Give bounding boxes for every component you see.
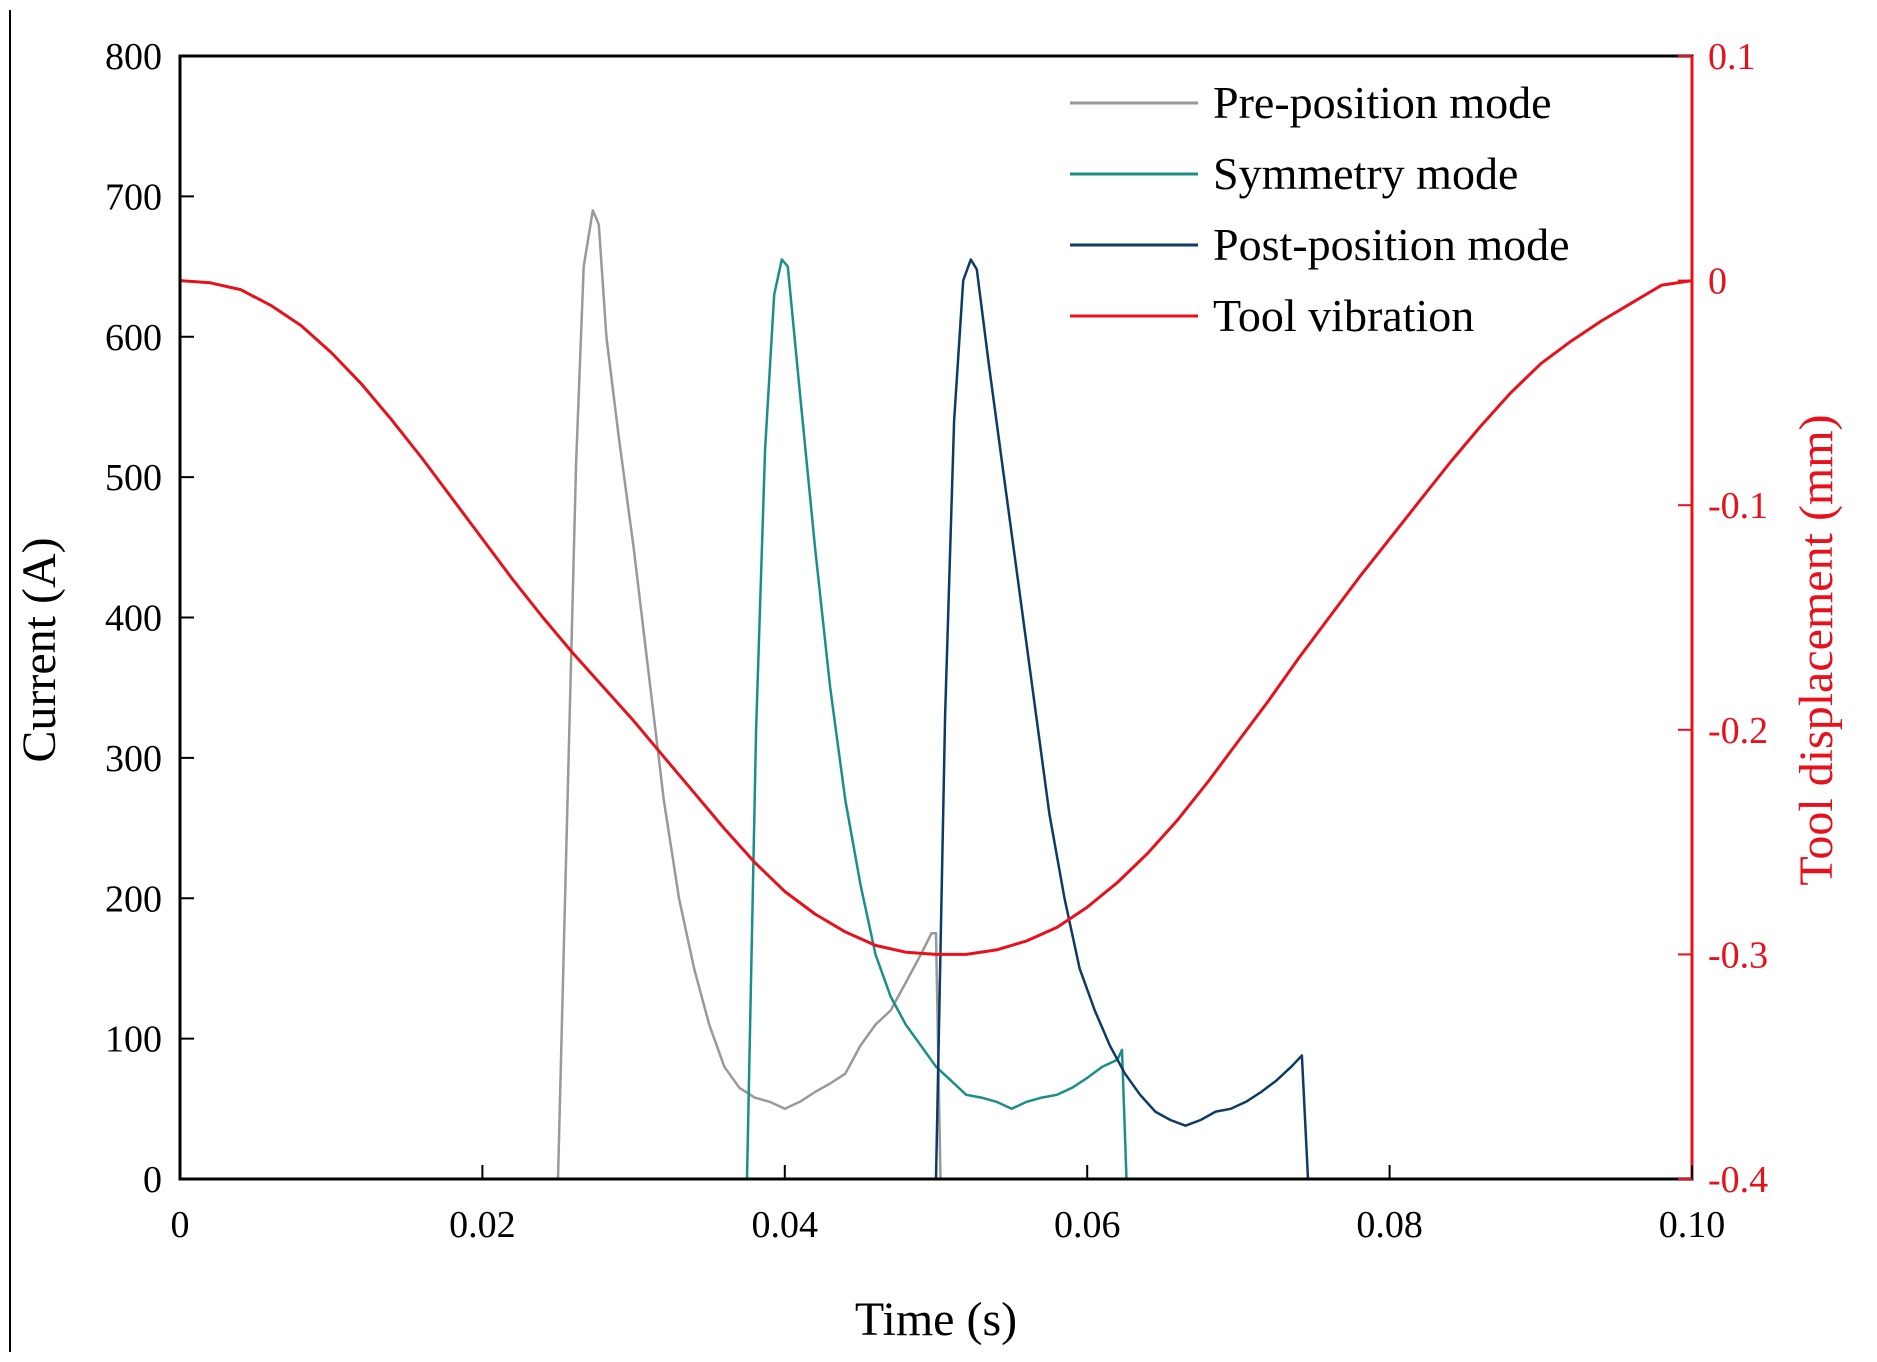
series-line-pre-position-mode (180, 209, 1692, 1181)
x-tick-label: 0.04 (752, 1204, 819, 1246)
y-tick-label: 100 (105, 1019, 162, 1061)
series-line-symmetry-mode (180, 258, 1692, 1181)
x-tick-label: 0 (171, 1204, 190, 1246)
legend-label-post-position-mode: Post-position mode (1213, 219, 1570, 270)
y-tick-label: 300 (105, 738, 162, 780)
y-tick-label: 500 (105, 457, 162, 499)
legend-label-symmetry-mode: Symmetry mode (1213, 148, 1518, 199)
legend-label-tool-vibration: Tool vibration (1213, 290, 1474, 341)
y2-tick-label: 0 (1708, 261, 1727, 303)
y-tick-label: 200 (105, 878, 162, 920)
y2-tick-label: -0.1 (1708, 485, 1768, 527)
y2-tick-label: -0.4 (1708, 1159, 1768, 1201)
legend: Pre-position mode Symmetry mode Post-posit… (1070, 77, 1570, 341)
y-tick-label: 800 (105, 36, 162, 78)
series-line-tool-vibration (179, 279, 1693, 956)
y2-tick-label: -0.3 (1708, 934, 1768, 976)
x-tick-label: 0.02 (449, 1204, 516, 1246)
x-tick-label: 0.10 (1659, 1204, 1726, 1246)
y-tick-label: 600 (105, 317, 162, 359)
series-line-post-position-mode (180, 258, 1692, 1181)
y-axis-left: 0 100 200 300 400 500 600 700 800 (105, 36, 194, 1201)
y-tick-label: 0 (143, 1159, 162, 1201)
legend-label-pre-position-mode: Pre-position mode (1213, 77, 1552, 128)
y-axis-right: -0.4 -0.3 -0.2 -0.1 0 0.1 (1678, 36, 1768, 1201)
x-axis: 0 0.02 0.04 0.06 0.08 0.10 (171, 1165, 1726, 1246)
x-axis-title: Time (s) (855, 1293, 1017, 1346)
y-axis-title: Current (A) (13, 537, 66, 762)
y-tick-label: 700 (105, 176, 162, 218)
y2-tick-label: 0.1 (1708, 36, 1756, 78)
y-tick-label: 400 (105, 598, 162, 640)
x-tick-label: 0.08 (1356, 1204, 1423, 1246)
y2-tick-label: -0.2 (1708, 710, 1768, 752)
x-tick-label: 0.06 (1054, 1204, 1121, 1246)
y2-axis-title: Tool displacement (mm) (1790, 414, 1843, 885)
plot-series (179, 209, 1693, 1181)
